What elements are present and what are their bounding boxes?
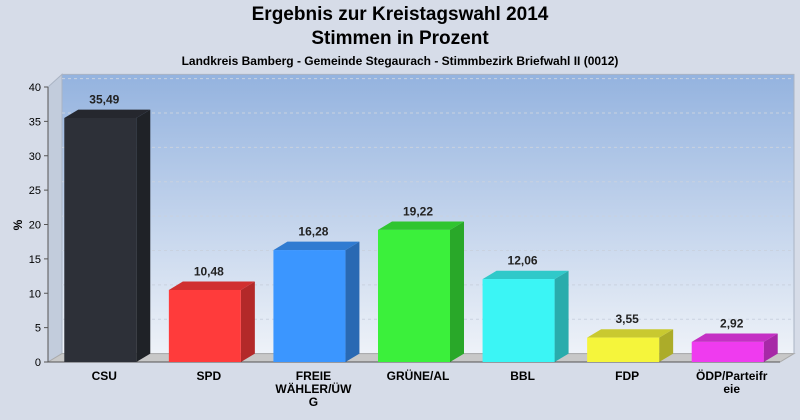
- value-label: 10,48: [194, 265, 224, 279]
- bar-front: [168, 289, 241, 362]
- y-tick-label: 15: [29, 254, 41, 266]
- bar: [378, 221, 464, 362]
- value-label: 19,22: [403, 204, 433, 218]
- x-tick-label: WÄHLER/ÜW: [275, 381, 352, 396]
- y-tick-label: 40: [29, 82, 41, 94]
- bar-front: [691, 341, 764, 362]
- x-tick-label: BBL: [510, 369, 535, 383]
- y-tick-label: 10: [29, 288, 41, 300]
- y-tick-label: 30: [29, 151, 41, 163]
- x-tick-label: G: [309, 395, 318, 409]
- value-label: 35,49: [89, 93, 119, 107]
- y-tick-label: 25: [29, 185, 41, 197]
- bar: [168, 281, 255, 362]
- x-tick-label: GRÜNE/AL: [387, 368, 450, 383]
- x-tick-label: CSU: [92, 369, 117, 383]
- bar-side: [450, 221, 464, 362]
- plot-side-wall: [47, 73, 63, 363]
- y-tick-label: 5: [35, 323, 41, 335]
- y-tick-label: 0: [35, 357, 41, 369]
- bar-front: [587, 337, 660, 362]
- chart-title: Ergebnis zur Kreistagswahl 2014: [251, 4, 549, 25]
- bar-side: [136, 109, 151, 362]
- value-label: 12,06: [508, 254, 538, 268]
- value-label: 2,92: [720, 317, 744, 331]
- bar: [691, 333, 778, 362]
- bar: [273, 241, 360, 362]
- x-tick-label: eie: [723, 382, 740, 396]
- y-tick-label: 35: [29, 116, 41, 128]
- bar-front: [378, 229, 450, 362]
- bar-top: [273, 241, 360, 251]
- bar: [587, 329, 674, 362]
- bar-side: [659, 329, 674, 362]
- bar-top: [587, 329, 674, 338]
- x-tick-label: ÖDP/Parteifr: [696, 368, 768, 383]
- chart-subtitle: Landkreis Bamberg - Gemeinde Stegaurach …: [181, 54, 619, 68]
- bar: [64, 109, 151, 362]
- value-label: 3,55: [615, 312, 639, 326]
- y-axis-label: %: [11, 219, 25, 230]
- bar-side: [763, 333, 778, 362]
- bar-front: [64, 118, 137, 362]
- bar-front: [482, 279, 555, 362]
- x-tick-label: SPD: [197, 369, 222, 383]
- x-tick-label: FREIE: [296, 369, 331, 383]
- bar-top: [168, 281, 255, 290]
- bar-top: [482, 270, 569, 280]
- y-tick-label: 20: [29, 220, 41, 232]
- value-label: 16,28: [298, 225, 328, 239]
- x-tick-label: FDP: [615, 369, 639, 383]
- bar-side: [554, 270, 569, 362]
- bar-side: [345, 241, 360, 362]
- bar-top: [64, 109, 151, 119]
- bar: [482, 270, 569, 362]
- bar-top: [691, 333, 778, 342]
- chart-title-line2: Stimmen in Prozent: [311, 28, 489, 49]
- bar-side: [240, 281, 255, 362]
- bar-front: [273, 250, 346, 362]
- bar-top: [378, 221, 464, 230]
